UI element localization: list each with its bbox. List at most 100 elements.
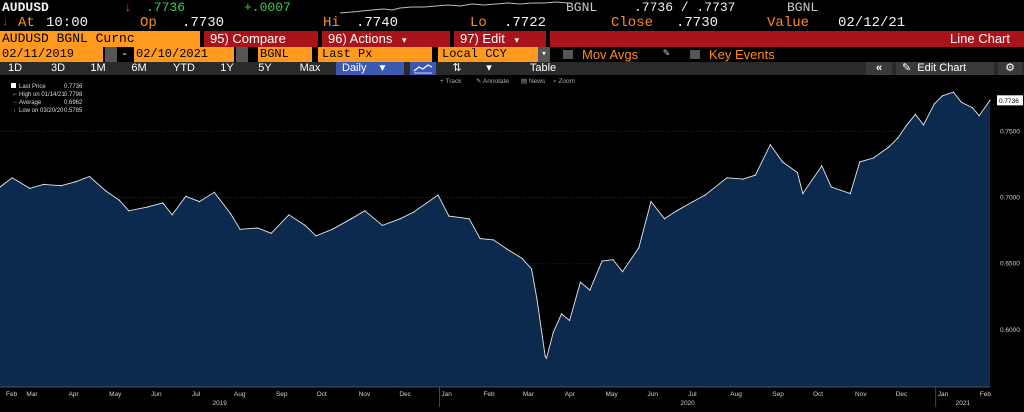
calendar-icon[interactable]: [105, 47, 117, 62]
source-label: BGNL: [566, 0, 598, 15]
zoom-tool[interactable]: ⌕ Zoom: [553, 78, 575, 85]
data-point: [552, 331, 554, 333]
chart-area[interactable]: 0.6000 0.6500 0.7000 0.7500 0.7736 Feb Mar Apr…: [0, 75, 1024, 407]
currency-selector[interactable]: Local CCY: [438, 47, 538, 62]
data-point: [569, 319, 571, 322]
period-1y[interactable]: 1Y: [220, 62, 234, 74]
data-point: [364, 210, 366, 212]
news-tool[interactable]: ▤ News: [521, 78, 546, 85]
start-date: 02/11/2019: [2, 47, 75, 61]
caret-down-icon: ▼: [377, 63, 388, 74]
data-point: [742, 178, 744, 180]
period-1d[interactable]: 1D: [7, 62, 23, 74]
data-point: [905, 125, 907, 127]
x-tick-label: Sep: [276, 391, 288, 398]
date-separator: -: [121, 47, 129, 61]
frequency-dropdown[interactable]: Daily ▼: [336, 62, 404, 75]
period-max[interactable]: Max: [299, 62, 321, 74]
data-point: [971, 107, 974, 109]
data-point: [922, 124, 925, 126]
data-point: [118, 199, 120, 201]
data-point: [213, 191, 215, 193]
price-chart[interactable]: 0.6000 0.6500 0.7000 0.7500 0.7736 Feb Mar Apr…: [0, 75, 1024, 407]
y-tick-label: 0.7000: [1000, 195, 1020, 202]
caret-down-icon[interactable]: ▾: [538, 47, 550, 62]
compare-button[interactable]: 95) Compare: [204, 31, 318, 47]
legend-swatch: [11, 83, 16, 88]
data-point: [859, 161, 861, 163]
data-point: [270, 232, 272, 234]
source-value: BGNL: [260, 47, 289, 61]
data-point: [897, 137, 899, 139]
data-point: [754, 174, 757, 176]
data-point: [769, 144, 771, 146]
actions-button[interactable]: 96) Actions ▾: [322, 31, 450, 47]
intraday-sparkline: [340, 1, 569, 14]
low-label: Lo: [470, 15, 487, 31]
y-tick-label: 0.6000: [1000, 327, 1020, 334]
edit-chart-button[interactable]: ✎ Edit Chart: [896, 62, 994, 75]
period-3d[interactable]: 3D: [50, 62, 66, 74]
mov-avgs-label: Mov Avgs: [582, 47, 639, 62]
start-date-field[interactable]: 02/11/2019: [0, 47, 103, 62]
edit-button[interactable]: 97) Edit ▾: [454, 31, 546, 47]
price-line: [0, 91, 991, 360]
data-point: [692, 201, 694, 203]
quote-time: 10:00: [46, 15, 89, 31]
data-point: [560, 313, 563, 315]
x-tick-label: Oct: [317, 391, 327, 398]
track-tool[interactable]: + Track: [440, 78, 462, 85]
y-axis: 0.6000 0.6500 0.7000 0.7500 0.7736: [997, 95, 1023, 334]
data-point: [872, 157, 875, 159]
pencil-icon[interactable]: ✎: [663, 48, 670, 60]
actions-label: 96) Actions: [328, 31, 393, 46]
legend-low-marker: ↓: [13, 108, 16, 114]
sort-icon[interactable]: ⇅: [452, 62, 462, 74]
data-point: [676, 210, 678, 212]
data-point: [952, 91, 955, 93]
year-label: 2021: [956, 400, 971, 407]
data-point: [60, 185, 62, 187]
pencil-icon: ✎: [902, 62, 912, 74]
data-point: [521, 257, 523, 259]
chart-toolbar: 1D 3D 1M 6M YTD 1Y 5Y Max Daily ▼ ⇅ ▾ Ta…: [0, 62, 1024, 75]
field-selector[interactable]: Last Px: [318, 47, 432, 62]
security-field[interactable]: AUDUSD BGNL Curnc: [0, 31, 200, 47]
chart-type-bar: Line Chart: [550, 31, 1024, 47]
period-1m[interactable]: 1M: [90, 62, 106, 74]
data-point: [315, 235, 317, 237]
table-button[interactable]: Table: [529, 62, 557, 74]
currency-value: Local CCY: [442, 47, 507, 61]
source-field[interactable]: BGNL: [258, 47, 312, 62]
period-ytd[interactable]: YTD: [173, 62, 195, 74]
mov-avgs-checkbox[interactable]: [563, 50, 573, 59]
legend-low: 0.5785: [64, 108, 83, 114]
legend-high-marker: ⌐: [13, 92, 17, 98]
data-point: [978, 115, 980, 117]
price-area: [0, 91, 991, 387]
data-point: [479, 238, 481, 240]
data-point: [304, 224, 306, 226]
period-6m[interactable]: 6M: [131, 62, 147, 74]
data-point: [796, 171, 799, 174]
legend-high: 0.7798: [64, 92, 83, 98]
data-point: [0, 186, 1, 188]
end-date-field[interactable]: 02/10/2021: [134, 47, 234, 62]
annotate-tool[interactable]: ✎ Annotate: [476, 78, 509, 85]
legend-last-price-label: Last Price: [19, 84, 46, 90]
key-events-checkbox[interactable]: [690, 50, 700, 59]
caret-down-icon: ▾: [514, 35, 519, 45]
low-value: .7722: [504, 15, 547, 31]
line-style-icon[interactable]: [410, 62, 436, 75]
period-5y[interactable]: 5Y: [258, 62, 272, 74]
data-point: [802, 193, 804, 195]
data-point: [506, 248, 508, 250]
collapse-button[interactable]: «: [866, 62, 892, 75]
data-point: [941, 95, 944, 97]
caret-down-icon[interactable]: ▾: [486, 62, 492, 74]
value-label: Value: [767, 15, 810, 31]
calendar-icon[interactable]: [236, 47, 248, 62]
x-tick-label: Mar: [523, 391, 535, 398]
gear-icon[interactable]: ⚙: [998, 62, 1022, 75]
high-value: .7740: [356, 15, 399, 31]
